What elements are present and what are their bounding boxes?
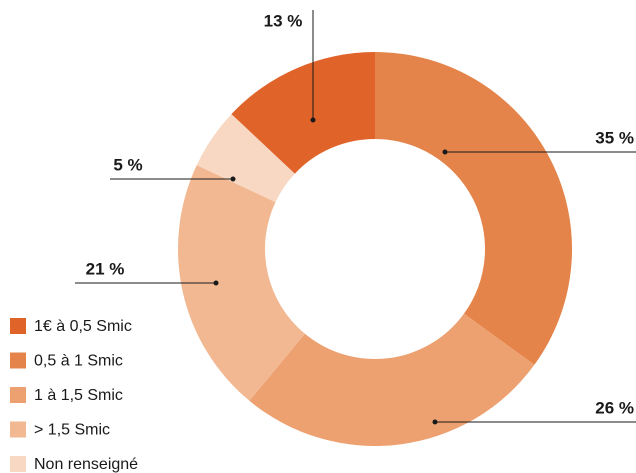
- value-label: 5 %: [113, 155, 142, 174]
- donut-segment: [249, 313, 535, 446]
- value-label: 35 %: [595, 128, 634, 147]
- legend-label: 0,5 à 1 Smic: [34, 353, 123, 370]
- legend-label: 1 à 1,5 Smic: [34, 387, 123, 404]
- legend-swatch: [10, 352, 26, 369]
- legend-label: Non renseigné: [34, 456, 138, 473]
- leader-dot: [230, 176, 236, 182]
- donut-segment: [196, 114, 295, 203]
- legend-swatch: [10, 421, 26, 438]
- legend-swatch: [10, 456, 26, 472]
- value-label: 13 %: [264, 11, 303, 30]
- value-label: 21 %: [86, 259, 125, 278]
- leader-dot: [432, 419, 438, 425]
- leader-dot: [442, 149, 448, 155]
- donut-segment: [231, 52, 375, 174]
- donut-segment: [178, 165, 305, 401]
- legend-swatch: [10, 318, 26, 334]
- leader-dot: [213, 280, 219, 286]
- donut-segment: [375, 52, 572, 365]
- legend-label: 1€ à 0,5 Smic: [34, 318, 132, 335]
- legend-swatch: [10, 387, 26, 403]
- leader-dot: [310, 117, 316, 123]
- legend-label: > 1,5 Smic: [34, 422, 110, 439]
- value-label: 26 %: [595, 398, 634, 417]
